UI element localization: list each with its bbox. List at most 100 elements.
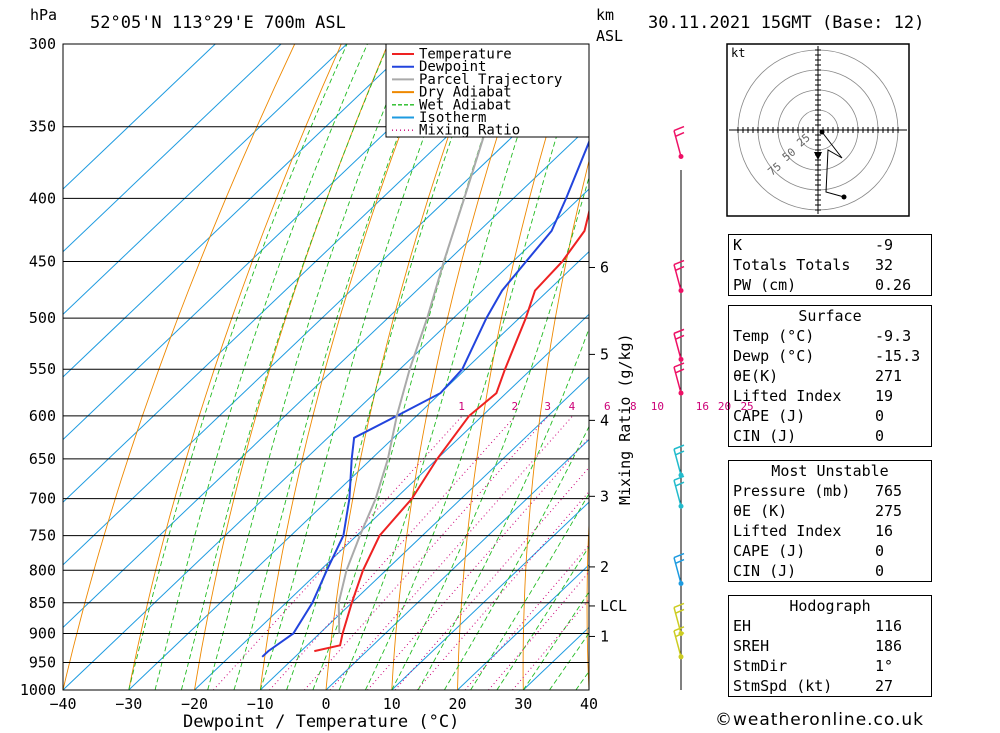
mixing-ratio-line	[367, 436, 589, 690]
pressure-unit: hPa	[30, 6, 57, 24]
wet-adiabat-line	[259, 44, 459, 690]
mixing-ratio-label: 16	[696, 400, 709, 413]
isotherm-line	[63, 44, 479, 441]
pressure-tick-label: 450	[29, 253, 56, 271]
temperature-tick-label: 20	[448, 695, 466, 713]
mixing-ratio-label: 8	[630, 400, 637, 413]
hodograph-ring-label: 75	[765, 160, 784, 178]
surface-value: -9.3	[875, 327, 912, 345]
hodograph-point	[819, 129, 825, 135]
legend-label: Wet Adiabat	[419, 97, 512, 113]
legend-label: Parcel Trajectory	[419, 72, 562, 88]
index-label: PW (cm)	[733, 276, 797, 294]
wind-barb-flag	[674, 481, 685, 487]
mixing-ratio-label: 20	[718, 400, 731, 413]
temperature-tick-label: 30	[514, 695, 532, 713]
hodograph-trace	[821, 131, 845, 198]
surface-label: Lifted Index	[733, 387, 842, 405]
mixing-ratio-line	[394, 466, 589, 690]
series-temperature	[314, 208, 589, 653]
wind-barb-flag	[673, 259, 685, 266]
wet-adiabat-line	[444, 425, 589, 690]
mixing-ratio-label: 4	[569, 400, 576, 413]
hodo-value: 186	[875, 637, 903, 655]
mu-value: 275	[875, 502, 903, 520]
dry-adiabat-line	[391, 44, 529, 690]
wind-barb-flag	[673, 602, 685, 609]
index-value: 32	[875, 256, 894, 274]
wind-barb-flag	[673, 362, 685, 368]
wind-barb-flag	[673, 626, 685, 632]
isotherm-line	[63, 125, 589, 629]
height-tick-label: 5	[600, 345, 609, 363]
wind-barb-staff	[673, 264, 682, 291]
wind-barb-flag	[673, 475, 685, 481]
wet-adiabat-line	[312, 44, 516, 690]
surface-label: Temp (°C)	[733, 327, 815, 345]
pressure-tick-label: 900	[29, 624, 56, 642]
temperature-tick-label: −30	[115, 695, 142, 713]
mu-label: Pressure (mb)	[733, 482, 851, 500]
wind-barb-flag	[674, 632, 685, 638]
dry-adiabat-line	[194, 44, 389, 690]
mixing-ratio-label: 2	[511, 400, 518, 413]
pressure-tick-label: 700	[29, 490, 56, 508]
credit-link[interactable]: ©weatheronline.co.uk	[715, 710, 925, 730]
wind-barb-flag	[673, 444, 685, 450]
mu-label: CIN (J)	[733, 562, 797, 580]
height-tick-label: 3	[600, 487, 609, 505]
indices-table: K -9 Totals Totals 32 PW (cm) 0.26	[728, 234, 932, 296]
pressure-tick-label: 400	[29, 189, 56, 207]
isotherm-line	[63, 44, 216, 190]
legend-label: Isotherm	[419, 110, 486, 126]
wind-barb-staff	[673, 480, 682, 507]
pressure-tick-label: 950	[29, 653, 56, 671]
pressure-tick-label: 800	[29, 561, 56, 579]
surface-title: Surface	[798, 307, 862, 325]
height-unit-km: km	[596, 6, 614, 24]
surface-value: 0	[875, 407, 885, 425]
location-title: 52°05'N 113°29'E 700m ASL	[90, 13, 346, 33]
hodo-label: StmDir	[733, 657, 788, 675]
surface-table: Surface Temp (°C) -9.3 Dewp (°C) -15.3 θE(…	[728, 305, 932, 447]
index-label: Totals Totals	[733, 256, 851, 274]
wind-barb-flag	[674, 334, 685, 341]
dry-adiabat-line	[932, 44, 983, 690]
pressure-tick-label: 750	[29, 527, 56, 545]
mixing-ratio-label: 25	[740, 400, 753, 413]
height-tick-label: 1	[600, 627, 609, 645]
pressure-tick-label: 300	[29, 35, 56, 53]
series-parcel-trajectory	[337, 44, 513, 634]
isotherm-line	[63, 44, 545, 503]
wind-barb-flag	[674, 131, 685, 138]
hodo-label: EH	[733, 617, 752, 635]
wind-barb-staff	[673, 130, 682, 157]
wind-barb-flag	[674, 265, 685, 272]
wet-adiabat-line	[207, 44, 411, 690]
wind-barbs	[673, 125, 685, 660]
height-tick-label: 2	[600, 558, 609, 576]
wet-adiabat-line	[154, 44, 368, 690]
hodo-value: 116	[875, 617, 903, 635]
wet-adiabat-line	[233, 44, 435, 690]
temperature-tick-label: 40	[580, 695, 598, 713]
height-unit-asl: ASL	[596, 27, 623, 45]
surface-label: θE(K)	[733, 367, 779, 385]
wet-adiabat-line	[338, 44, 549, 690]
hodograph-point	[841, 194, 847, 200]
mixing-ratio-line	[416, 490, 589, 690]
hodo-label: SREH	[733, 637, 770, 655]
isotherm-line	[63, 44, 348, 315]
isotherm-line	[457, 564, 589, 690]
mixing-ratio-axis-label: Mixing Ratio (g/kg)	[616, 333, 634, 505]
mu-value: 0	[875, 562, 885, 580]
isotherm-line	[259, 376, 589, 690]
index-label: K	[733, 236, 743, 254]
isotherm-line	[63, 188, 589, 690]
height-tick-label: 6	[600, 258, 609, 276]
wind-barb-flag	[673, 328, 685, 335]
most-unstable-table: Most Unstable Pressure (mb) 765 θE (K) 275…	[728, 460, 932, 582]
